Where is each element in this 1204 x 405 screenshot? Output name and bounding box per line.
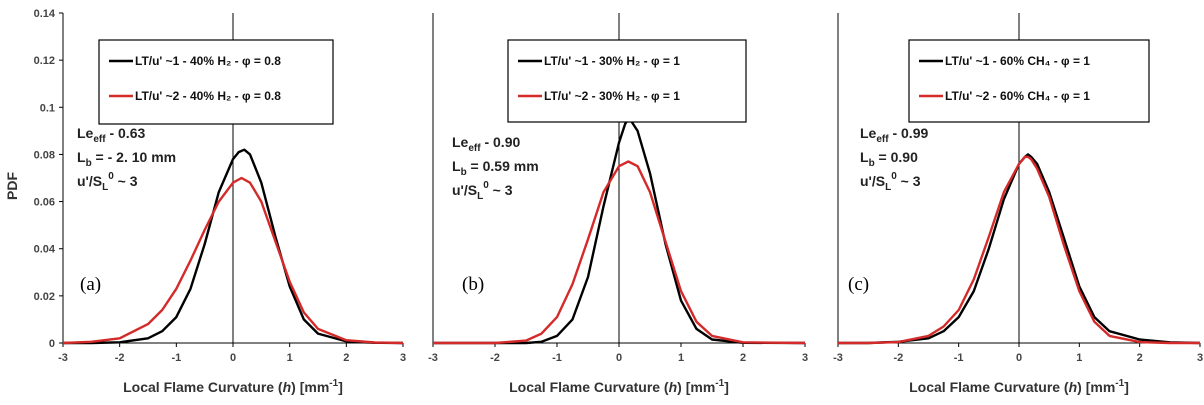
legend-label: LT/u' ~1 - 60% CH₄ - φ = 1 xyxy=(945,54,1090,68)
x-tick-label: -3 xyxy=(58,352,68,364)
panel-label: (c) xyxy=(848,274,869,295)
x-tick-label: 1 xyxy=(287,352,293,364)
x-axis-label: Local Flame Curvature (h) [mm-1] xyxy=(123,378,343,395)
y-tick-label: 0 xyxy=(49,338,55,350)
x-tick-label: 0 xyxy=(1016,352,1022,364)
x-tick-label: 1 xyxy=(678,352,684,364)
x-tick-label: 3 xyxy=(400,352,406,364)
x-tick-label: -1 xyxy=(171,352,181,364)
annotation-line: u'/SL0 ~ 3 xyxy=(452,180,513,202)
annotation-line: Lb = 0.59 mm xyxy=(452,158,539,178)
annotation-line: Leeff - 0.63 xyxy=(77,125,145,145)
legend-box xyxy=(98,39,334,125)
annotation-line: u'/SL0 ~ 3 xyxy=(860,171,921,193)
legend-label: LT/u' ~2 - 40% H₂ - φ = 0.8 xyxy=(135,89,281,103)
series-line-black xyxy=(63,148,404,345)
x-tick-label: 0 xyxy=(230,352,236,364)
y-tick-label: 0.08 xyxy=(34,149,55,161)
legend-box xyxy=(908,39,1150,123)
annotation-line: Lb = - 2. 10 mm xyxy=(77,149,176,169)
legend: LT/u' ~1 - 60% CH₄ - φ = 1 LT/u' ~2 - 60%… xyxy=(908,39,1150,123)
y-tick-label: 0.12 xyxy=(34,55,55,67)
x-tick-label: 0 xyxy=(616,352,622,364)
annotation-line: Leeff - 0.90 xyxy=(452,134,520,154)
x-axis-label: Local Flame Curvature (h) [mm-1] xyxy=(509,378,729,395)
x-tick-label: -2 xyxy=(115,352,125,364)
x-tick-label: 2 xyxy=(1137,352,1143,364)
legend: LT/u' ~1 - 30% H₂ - φ = 1 LT/u' ~2 - 30% … xyxy=(507,39,747,123)
x-tick-label: 1 xyxy=(1076,352,1082,364)
series-line-red xyxy=(62,176,404,345)
x-tick-label: -2 xyxy=(490,352,500,364)
x-tick-label: -3 xyxy=(428,352,438,364)
y-tick-label: 0.04 xyxy=(34,244,56,256)
x-tick-label: -1 xyxy=(552,352,562,364)
annotation-line: Leeff - 0.99 xyxy=(860,125,928,145)
chart-panel-3: -3 -2 -1 0 1 2 3 Local Flame Curvature (h) [mm-… xyxy=(833,13,1203,395)
y-axis-label: PDF xyxy=(4,172,20,200)
legend-label: LT/u' ~2 - 30% H₂ - φ = 1 xyxy=(544,89,680,103)
annotation-line: Lb = 0.90 xyxy=(860,149,918,169)
y-tick-label: 0.02 xyxy=(34,291,55,303)
panel-label: (b) xyxy=(462,274,484,295)
y-tick-label: 0.06 xyxy=(34,197,55,209)
annotation-line: u'/SL0 ~ 3 xyxy=(77,171,138,193)
x-tick-label: 3 xyxy=(1197,352,1203,364)
x-tick-label: 2 xyxy=(343,352,349,364)
panel-label: (a) xyxy=(80,274,101,295)
y-tick-label: 0.14 xyxy=(34,8,56,20)
x-tick-label: -1 xyxy=(954,352,964,364)
chart-panel-2: -3 -2 -1 0 1 2 3 Local Flame Curvature (h) [mm-… xyxy=(428,13,808,395)
x-axis-label: Local Flame Curvature (h) [mm-1] xyxy=(909,378,1129,395)
y-tick-label: 0.1 xyxy=(40,102,55,114)
x-tick-label: -3 xyxy=(833,352,843,364)
x-tick-label: 3 xyxy=(802,352,808,364)
legend-box xyxy=(507,39,747,123)
legend-label: LT/u' ~1 - 40% H₂ - φ = 0.8 xyxy=(135,54,281,68)
x-tick-label: -2 xyxy=(893,352,903,364)
legend: LT/u' ~1 - 40% H₂ - φ = 0.8 LT/u' ~2 - 40… xyxy=(98,39,334,125)
series-line-red xyxy=(838,155,1200,345)
series-line-red xyxy=(433,160,806,345)
legend-label: LT/u' ~2 - 60% CH₄ - φ = 1 xyxy=(945,89,1090,103)
chart-panel-1: -3 -2 -1 0 1 2 3 0 0.02 0.04 0.06 0.08 0.1 0.12 0.14 PD… xyxy=(4,8,406,395)
x-tick-label: 2 xyxy=(740,352,746,364)
legend-label: LT/u' ~1 - 30% H₂ - φ = 1 xyxy=(544,54,680,68)
